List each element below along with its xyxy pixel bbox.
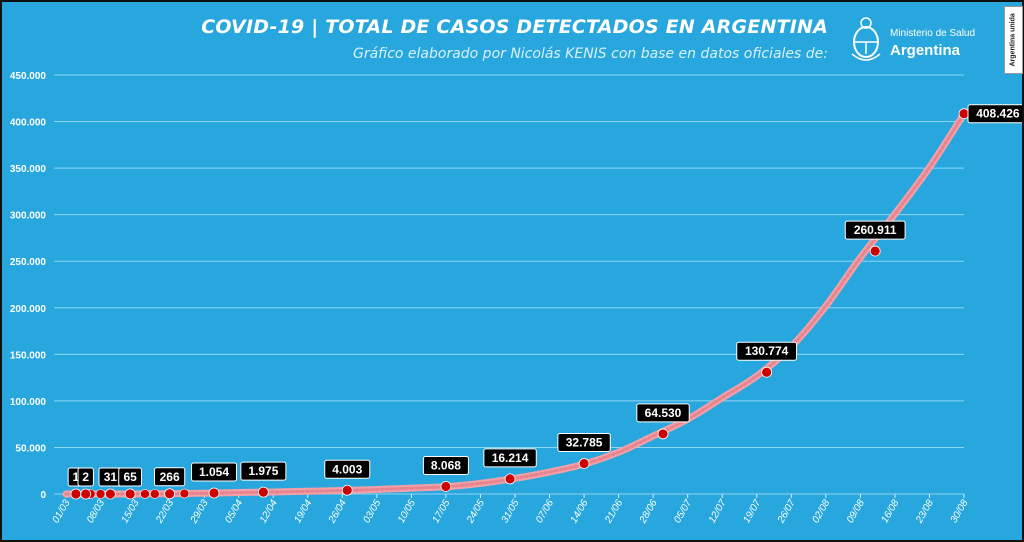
x-tick-label: 16/08 <box>879 498 901 526</box>
x-tick-label: 19/04 <box>292 498 314 526</box>
data-label: 1 <box>73 470 80 484</box>
x-tick-label: 23/08 <box>914 498 937 526</box>
data-point <box>140 489 150 499</box>
country-name: Argentina <box>890 42 961 59</box>
data-label-box <box>967 104 1022 124</box>
data-label-box <box>557 432 611 452</box>
data-point <box>95 489 106 499</box>
chart-title: COVID-19 | TOTAL DE CASOS DETECTADOS EN … <box>201 16 828 38</box>
data-label-box <box>636 403 690 423</box>
data-label-box <box>240 461 287 481</box>
data-label-box <box>77 467 94 487</box>
x-tick-label: 12/07 <box>707 498 729 526</box>
data-point <box>80 488 92 500</box>
data-point <box>440 481 452 492</box>
y-tick-label: 200.000 <box>10 304 47 315</box>
data-label: 2 <box>82 470 89 484</box>
data-point <box>657 428 669 440</box>
x-tick-label: 29/03 <box>188 498 211 526</box>
data-label: 266 <box>160 470 180 484</box>
x-tick-label: 09/08 <box>845 498 867 526</box>
x-tick-label: 10/05 <box>396 498 418 526</box>
data-label: 32.785 <box>566 435 603 449</box>
data-point <box>208 487 220 499</box>
y-tick-label: 250.000 <box>10 257 47 268</box>
x-tick-label: 26/07 <box>775 498 798 526</box>
data-label: 16.214 <box>492 451 529 465</box>
data-label-box <box>118 467 143 487</box>
data-label-box <box>736 341 798 361</box>
data-label: 1.975 <box>248 464 278 478</box>
x-tick-label: 07/06 <box>534 498 556 526</box>
data-label: 1.054 <box>199 465 229 479</box>
data-point <box>341 484 353 496</box>
y-tick-label: 350.000 <box>10 164 47 175</box>
data-label: 260.911 <box>854 223 897 237</box>
x-tick-label: 21/06 <box>603 498 626 526</box>
data-label-box <box>191 462 238 482</box>
y-tick-label: 50.000 <box>15 443 46 454</box>
x-tick-label: 28/06 <box>637 498 660 526</box>
y-tick-label: 400.000 <box>10 118 47 129</box>
coat-of-arms-icon <box>851 17 881 61</box>
y-tick-label: 450.000 <box>10 71 47 82</box>
y-tick-label: 150.000 <box>10 350 47 361</box>
x-tick-label: 31/05 <box>500 498 522 526</box>
x-tick-label: 05/04 <box>223 498 245 526</box>
x-tick-label: 01/03 <box>51 498 73 526</box>
argentina-unida-badge: Argentina unida <box>1004 6 1023 74</box>
x-tick-label: 17/05 <box>430 498 452 526</box>
data-label-box <box>483 448 537 468</box>
data-label: 4.003 <box>332 462 362 476</box>
data-point <box>257 486 269 498</box>
y-tick-label: 100.000 <box>10 397 47 408</box>
data-label: 408.426 <box>976 107 1020 121</box>
x-tick-label: 24/05 <box>465 498 488 526</box>
x-tick-label: 08/03 <box>85 498 107 526</box>
data-label-box <box>844 220 906 240</box>
x-tick-label: 12/04 <box>258 498 280 526</box>
data-label-box <box>154 467 186 487</box>
x-tick-label: 14/06 <box>569 498 591 526</box>
data-label-box <box>422 455 469 475</box>
x-tick-label: 26/04 <box>326 498 349 526</box>
data-point <box>70 488 82 500</box>
data-point <box>164 488 176 500</box>
data-label: 64.530 <box>645 406 682 420</box>
series-line-dots <box>64 112 966 496</box>
x-tick-label: 19/07 <box>741 498 763 526</box>
x-tick-label: 02/08 <box>810 498 832 526</box>
data-point <box>869 245 881 257</box>
data-point <box>179 488 190 499</box>
chart-subtitle: Gráfico elaborado por Nicolás KENIS con … <box>352 46 828 62</box>
data-label: 130.774 <box>745 344 789 358</box>
data-point <box>150 489 160 499</box>
y-tick-label: 0 <box>40 490 46 501</box>
ministry-name: Ministerio de Salud <box>890 28 976 39</box>
x-tick-label: 22/03 <box>154 498 177 526</box>
x-tick-label: 03/05 <box>361 498 383 526</box>
data-point <box>105 488 116 500</box>
data-label: 31 <box>104 470 118 484</box>
x-tick-label: 15/03 <box>120 498 142 526</box>
badge-text: Argentina unida <box>1009 13 1017 67</box>
y-tick-label: 300.000 <box>10 211 47 222</box>
x-tick-label: 05/07 <box>672 498 694 526</box>
data-label: 65 <box>123 470 137 484</box>
data-label-box <box>324 459 371 479</box>
data-point <box>124 488 136 500</box>
x-tick-label: 30/08 <box>949 498 971 526</box>
data-label: 8.068 <box>431 458 461 472</box>
data-point <box>578 458 590 469</box>
data-point <box>504 473 516 485</box>
data-point <box>761 366 773 378</box>
